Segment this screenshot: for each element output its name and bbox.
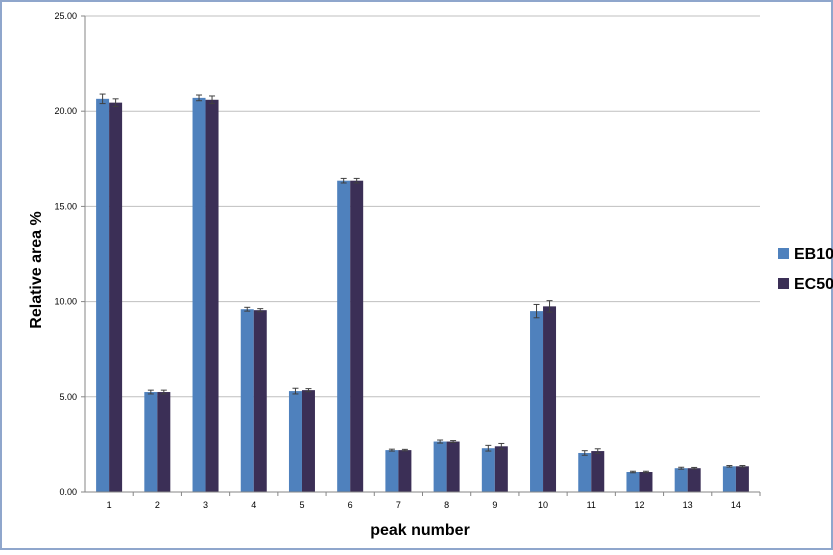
x-tick-label: 5 [299,500,304,510]
bars [96,93,749,493]
x-tick-label: 6 [348,500,353,510]
bar-eb10-peak-1 [96,98,110,492]
legend-swatch-eb10 [778,248,789,259]
x-tick-label: 7 [396,500,401,510]
bar-eb10-peak-5 [288,391,302,492]
x-tick-label: 10 [538,500,548,510]
x-tick-label: 14 [731,500,741,510]
x-tick-labels: 1 2 3 4 5 6 7 8 9 10 11 12 13 14 [107,500,741,510]
bar-eb10-peak-4 [240,309,254,492]
bar-eb10-peak-2 [144,392,158,492]
bar-ec50-peak-13 [687,468,701,492]
bar-ec50-peak-5 [301,390,315,492]
bar-ec50-peak-9 [494,446,508,492]
y-tick-labels: 0.00 5.00 10.00 15.00 20.00 25.00 [54,11,77,497]
y-tick-label: 15.00 [54,201,77,211]
legend-label-eb10: EB10 [794,246,833,263]
bar-eb10-peak-11 [578,452,592,492]
bar-eb10-peak-8 [433,441,447,492]
legend-swatch-ec50 [778,278,789,289]
bar-ec50-peak-8 [446,441,460,492]
bar-ec50-peak-10 [543,306,557,492]
bar-eb10-peak-13 [674,468,688,492]
bar-ec50-peak-4 [253,310,267,492]
x-tick-label: 1 [107,500,112,510]
bar-ec50-peak-7 [398,450,412,492]
bar-ec50-peak-2 [157,392,171,492]
y-tick-label: 10.00 [54,297,77,307]
x-tick-label: 3 [203,500,208,510]
x-axis-title: peak number [370,522,470,539]
bar-eb10-peak-9 [481,448,495,492]
bar-eb10-peak-6 [337,180,351,493]
bar-eb10-peak-12 [626,472,640,492]
x-tick-label: 8 [444,500,449,510]
axes [81,15,761,496]
x-tick-label: 2 [155,500,160,510]
y-axis-title: Relative area % [28,211,45,328]
legend: EB10 EC50 [778,246,833,293]
x-tick-label: 9 [492,500,497,510]
y-tick-label: 25.00 [54,11,77,21]
y-tick-label: 5.00 [59,392,77,402]
x-tick-label: 13 [683,500,693,510]
bar-eb10-peak-3 [192,97,206,492]
bar-ec50-peak-11 [591,451,605,492]
bar-eb10-peak-7 [385,450,399,492]
bar-eb10-peak-10 [530,311,544,492]
bar-ec50-peak-14 [735,466,749,492]
x-tick-label: 4 [251,500,256,510]
bar-ec50-peak-3 [205,99,219,492]
bar-ec50-peak-6 [350,180,364,493]
bar-eb10-peak-14 [722,466,736,492]
y-tick-label: 20.00 [54,106,77,116]
bar-ec50-peak-1 [109,102,123,492]
bar-ec50-peak-12 [639,472,653,492]
x-tick-label: 12 [634,500,644,510]
x-tick-label: 11 [587,500,596,510]
y-tick-label: 0.00 [59,487,77,497]
legend-label-ec50: EC50 [794,276,833,293]
